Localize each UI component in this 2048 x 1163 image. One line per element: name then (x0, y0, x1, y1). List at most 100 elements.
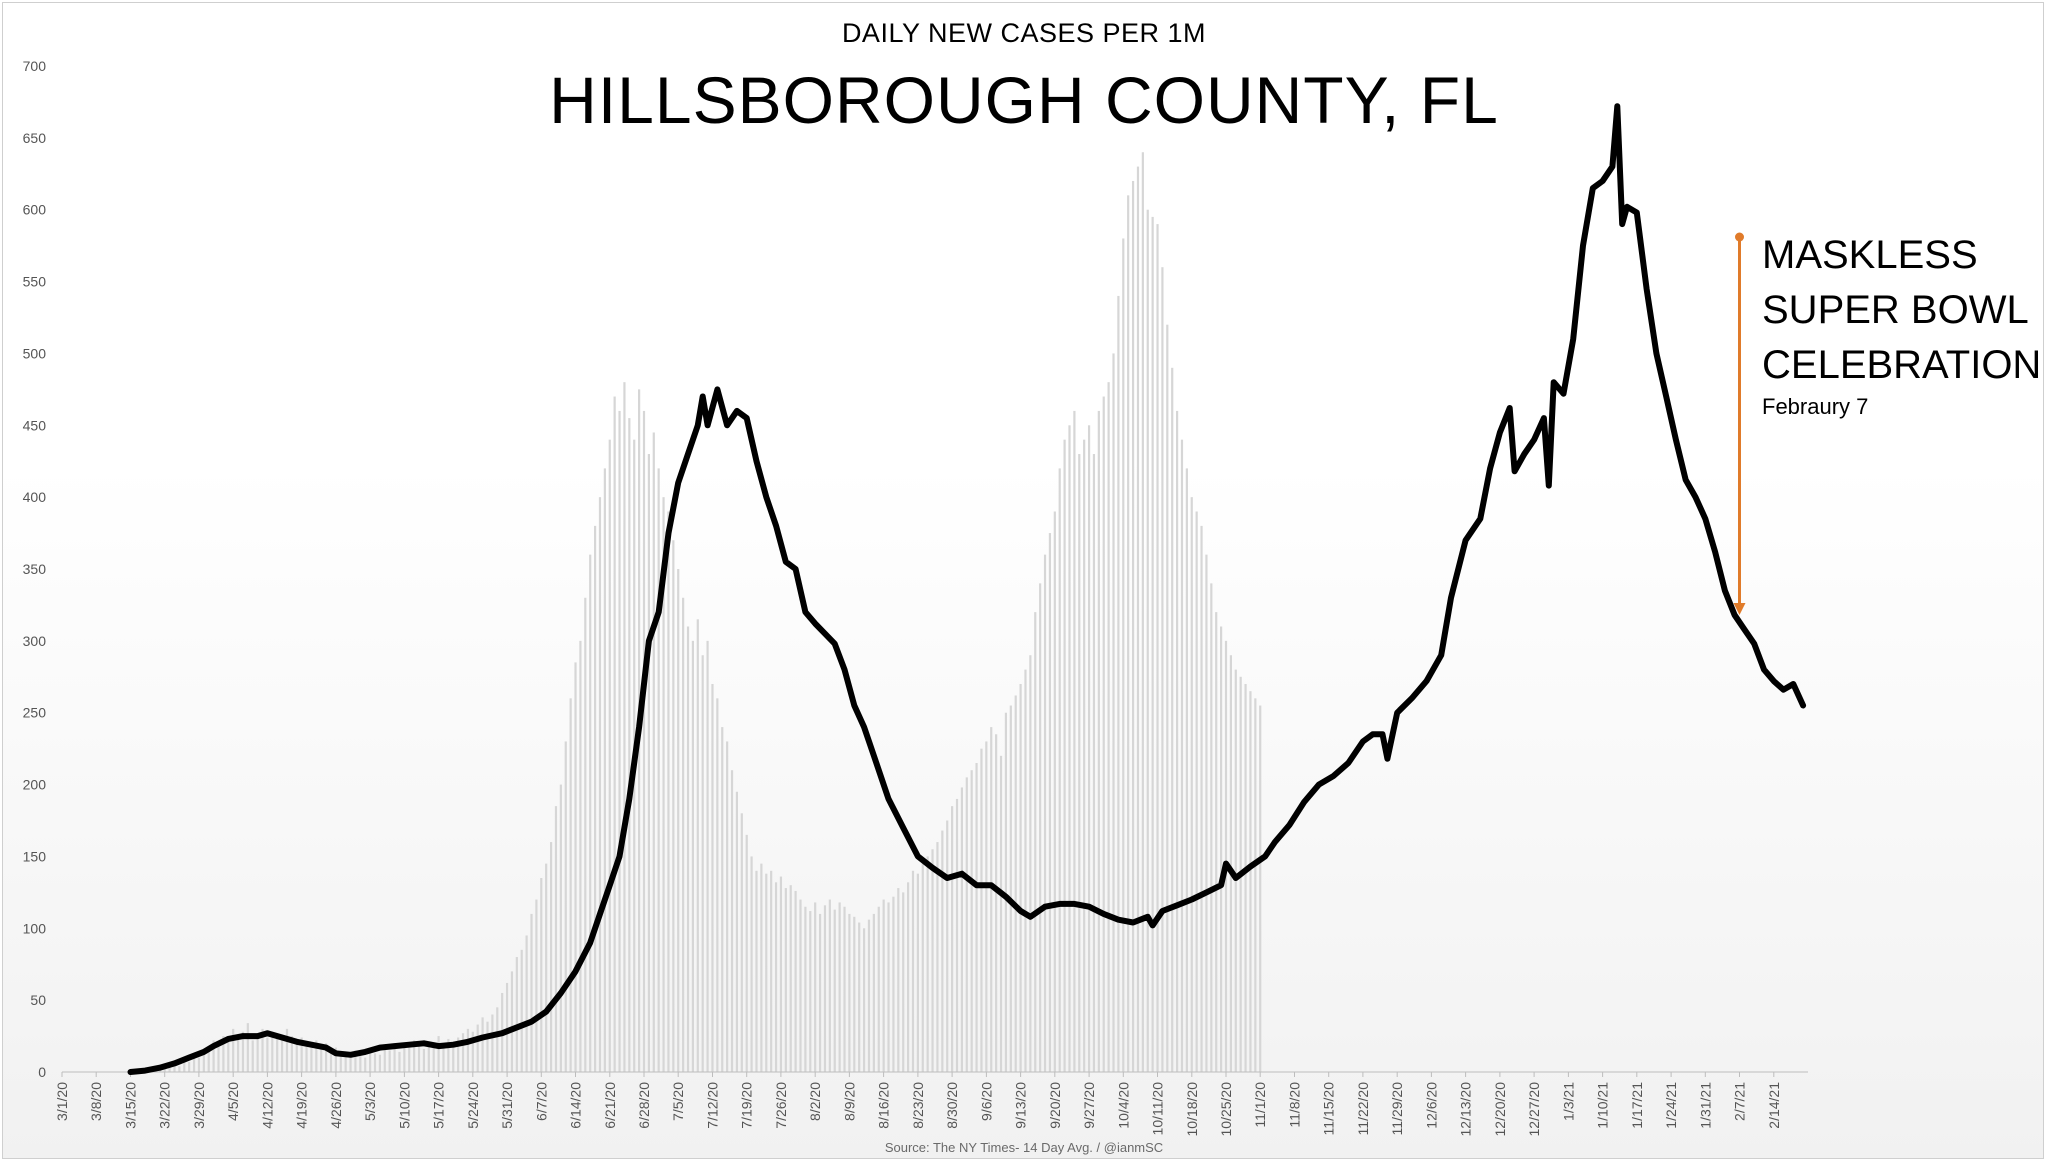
daily-bar (1102, 396, 1105, 1072)
daily-bar (422, 1049, 426, 1072)
daily-bar (178, 1066, 181, 1072)
y-tick-label: 250 (23, 705, 47, 721)
daily-bar (628, 418, 631, 1073)
daily-bar (721, 727, 724, 1072)
x-tick-label: 9/27/20 (1081, 1082, 1097, 1129)
daily-bar (202, 1051, 205, 1072)
daily-bar (359, 1056, 362, 1072)
annotation-text: MASKLESS SUPER BOWL CELEBRATION (1762, 228, 2042, 393)
x-tick-label: 10/25/20 (1218, 1082, 1234, 1137)
x-tick-label: 9/6/20 (978, 1082, 994, 1121)
x-tick-label: 6/7/20 (533, 1082, 549, 1121)
x-tick-label: 1/3/21 (1560, 1082, 1576, 1121)
daily-bar (295, 1041, 298, 1072)
daily-bar (383, 1049, 386, 1072)
daily-bar (457, 1037, 460, 1072)
daily-bar (320, 1049, 323, 1072)
daily-bar (726, 741, 729, 1072)
daily-bar (212, 1040, 215, 1072)
x-tick-label: 4/19/20 (294, 1082, 310, 1129)
daily-bar (1004, 712, 1008, 1072)
annotation-line-3: CELEBRATION (1762, 343, 2042, 387)
daily-bar (1078, 454, 1081, 1072)
daily-bar (256, 1033, 259, 1072)
daily-bar (1249, 691, 1252, 1072)
daily-bar (1175, 410, 1179, 1072)
daily-bar (970, 770, 973, 1072)
daily-bar (1112, 353, 1115, 1072)
daily-bar (818, 913, 822, 1072)
daily-bar (1205, 554, 1208, 1072)
daily-bar (329, 1050, 333, 1072)
x-tick-label: 10/18/20 (1184, 1082, 1200, 1137)
daily-bar (232, 1028, 235, 1072)
daily-bar (276, 1034, 279, 1072)
y-tick-label: 150 (23, 848, 47, 864)
daily-bar (911, 870, 915, 1072)
annotation-date: Febraury 7 (1762, 394, 1869, 419)
daily-bar (1039, 583, 1042, 1072)
daily-bar (354, 1050, 357, 1072)
daily-bar (814, 902, 817, 1072)
daily-bar (530, 913, 533, 1072)
daily-bar (711, 683, 714, 1072)
daily-bar (921, 863, 924, 1072)
daily-bar (931, 849, 934, 1072)
daily-bar (452, 1044, 455, 1072)
daily-bar (1244, 683, 1247, 1072)
annotation-line-1: MASKLESS (1762, 233, 1978, 277)
y-tick-label: 450 (23, 417, 47, 433)
daily-bar (373, 1053, 377, 1072)
daily-bar (564, 741, 567, 1072)
x-tick-label: 12/20/20 (1492, 1082, 1508, 1137)
daily-bar (1195, 511, 1198, 1072)
daily-bar (1009, 705, 1012, 1072)
y-tick-label: 100 (23, 920, 47, 936)
daily-bar (1048, 533, 1052, 1072)
daily-bar (535, 899, 538, 1072)
daily-bar (1151, 216, 1154, 1072)
daily-bar (1029, 655, 1032, 1072)
daily-bar (1127, 195, 1130, 1073)
daily-bar (554, 806, 558, 1072)
daily-bar (740, 813, 743, 1072)
chart-subtitle: DAILY NEW CASES PER 1M (841, 18, 1207, 48)
daily-bar (907, 882, 910, 1072)
daily-bar (1171, 367, 1174, 1072)
daily-bar (960, 787, 963, 1072)
daily-bar (369, 1051, 372, 1072)
daily-bar (486, 1021, 489, 1072)
daily-bar (862, 928, 866, 1072)
daily-bar (261, 1028, 264, 1072)
daily-bar (1092, 454, 1096, 1072)
daily-bar (549, 842, 553, 1072)
daily-bar (290, 1036, 293, 1072)
daily-bar (1068, 425, 1071, 1072)
x-tick-label: 7/19/20 (739, 1082, 755, 1129)
daily-bar (266, 1037, 269, 1072)
daily-bar (618, 410, 621, 1072)
chart-title: HILLSBOROUGH COUNTY, FL (549, 63, 1499, 137)
daily-bar (305, 1044, 308, 1072)
x-tick-label: 5/31/20 (499, 1082, 515, 1129)
daily-bar (1156, 224, 1159, 1073)
x-tick-label: 3/8/20 (88, 1082, 104, 1121)
y-tick-label: 200 (23, 777, 47, 793)
y-tick-label: 350 (23, 561, 47, 577)
daily-bar (735, 791, 739, 1072)
x-tick-label: 9/13/20 (1013, 1082, 1029, 1129)
x-tick-label: 12/27/20 (1526, 1082, 1542, 1137)
x-tick-label: 6/21/20 (602, 1082, 618, 1129)
daily-bar (936, 842, 939, 1072)
y-tick-label: 600 (23, 202, 47, 218)
daily-bar (1024, 669, 1027, 1072)
daily-bar (398, 1051, 401, 1072)
daily-bar (559, 784, 562, 1072)
daily-bar (344, 1053, 347, 1072)
y-tick-label: 700 (23, 58, 47, 74)
daily-bar (823, 905, 827, 1072)
daily-bar (858, 922, 861, 1072)
daily-bar (603, 468, 606, 1072)
daily-bar (902, 892, 905, 1072)
daily-bar (447, 1038, 450, 1072)
